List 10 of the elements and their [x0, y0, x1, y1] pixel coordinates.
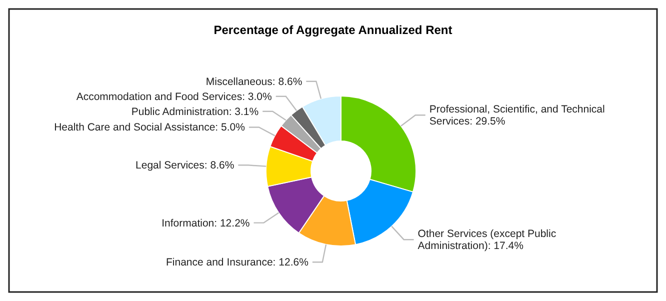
slice-label: Finance and Insurance: 12.6%: [166, 256, 308, 269]
slice-label: Other Services (except Public Administration): 17.4%: [418, 228, 556, 252]
slice-label: Public Administration: 3.1%: [131, 106, 259, 118]
slice-label: Accommodation and Food Services: 3.0%: [76, 90, 272, 103]
slice-label: Legal Services: 8.6%: [136, 160, 234, 172]
slice-label: Miscellaneous: 8.6%: [206, 76, 302, 88]
chart-title: Percentage of Aggregate Annualized Rent: [214, 23, 452, 37]
slice-label: Health Care and Social Assistance: 5.0%: [54, 122, 245, 134]
slice-label: Professional, Scientific, and Technical Services: 29.5%: [429, 104, 605, 128]
slice-label: Information: 12.2%: [162, 217, 250, 230]
